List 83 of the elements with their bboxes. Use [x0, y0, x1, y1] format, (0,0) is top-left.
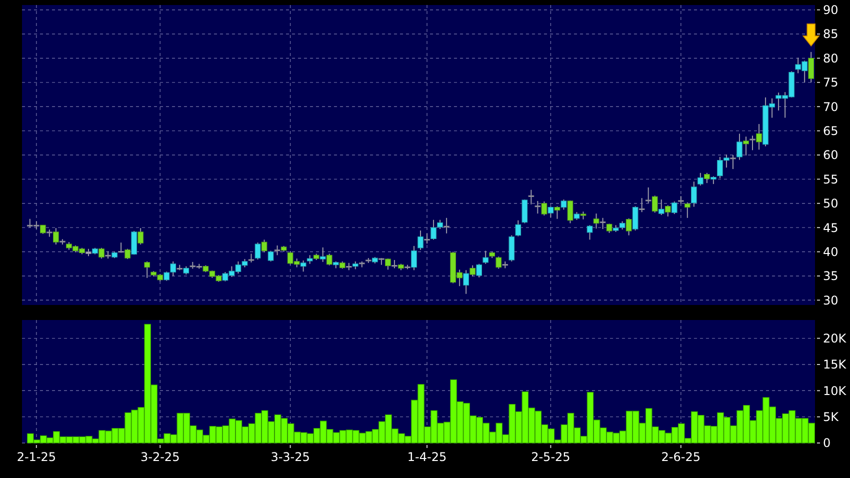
candlestick — [463, 270, 469, 294]
candlestick — [528, 189, 534, 205]
y-tick-label: 35 — [823, 269, 838, 284]
candlestick — [476, 263, 482, 278]
candlestick — [261, 239, 268, 253]
candlestick — [53, 228, 59, 246]
y-tick-label: 40 — [823, 244, 838, 259]
candlestick — [658, 199, 664, 216]
candlestick — [300, 260, 306, 272]
candlestick — [541, 200, 548, 216]
y-tick-label: 10K — [823, 384, 848, 398]
candlestick — [750, 135, 756, 151]
y-tick-label: 65 — [823, 124, 838, 138]
candlestick — [124, 248, 130, 260]
y-tick-label: 55 — [823, 172, 838, 186]
candlestick — [600, 217, 606, 230]
candlestick — [684, 202, 690, 218]
candlestick — [411, 245, 417, 271]
candlestick — [554, 206, 560, 220]
x-tick-label: 2-5-25 — [531, 450, 570, 464]
candlestick — [606, 223, 612, 234]
candlestick — [430, 219, 436, 240]
candlestick — [444, 217, 450, 234]
y-tick-label: 50 — [823, 196, 838, 211]
candlestick — [593, 213, 600, 230]
candlestick — [534, 200, 541, 214]
candlestick — [437, 219, 443, 230]
candlestick — [385, 258, 391, 270]
y-tick-label: 70 — [823, 100, 838, 114]
x-tick-label: 2-6-25 — [661, 450, 700, 464]
candlestick — [548, 206, 554, 218]
candlestick — [98, 247, 104, 260]
y-tick-label: 0 — [823, 436, 831, 450]
candlestick — [515, 220, 522, 237]
candlestick — [586, 224, 593, 240]
y-tick-label: 75 — [823, 76, 838, 90]
x-tick-label: 3-2-25 — [140, 450, 180, 464]
candlestick — [567, 200, 574, 224]
candlestick — [743, 136, 749, 156]
candlestick — [652, 195, 658, 214]
candlestick — [164, 271, 170, 282]
y-tick-label: 30 — [823, 293, 838, 308]
candlestick — [254, 242, 261, 260]
candlestick — [730, 154, 736, 170]
candlestick — [268, 250, 274, 262]
y-tick-label: 45 — [823, 220, 838, 235]
candlestick — [470, 264, 476, 277]
candlestick — [424, 232, 430, 244]
candlestick — [131, 230, 137, 256]
candlestick — [704, 172, 710, 184]
candlestick — [320, 246, 326, 262]
candlestick — [522, 199, 528, 224]
candlestick — [671, 200, 678, 215]
candlestick — [691, 181, 697, 208]
y-tick-label: 5K — [823, 410, 840, 424]
y-tick-label: 15K — [823, 358, 848, 372]
x-tick-label: 3-3-25 — [270, 450, 310, 464]
candlestick — [626, 218, 632, 236]
candlestick — [508, 234, 515, 262]
x-tick-label: 1-4-25 — [407, 450, 447, 464]
candlestick — [274, 244, 280, 256]
candlestick — [138, 228, 144, 246]
candlestick — [698, 172, 704, 186]
candlestick — [664, 204, 671, 217]
candlestick — [144, 260, 150, 278]
candlestick — [496, 256, 502, 270]
y-tick-label: 85 — [823, 27, 838, 42]
candlestick — [418, 230, 424, 250]
y-tick-label: 20K — [823, 332, 848, 346]
y-tick-label: 80 — [823, 51, 838, 66]
y-tick-label: 60 — [823, 148, 838, 162]
candlestick — [638, 198, 645, 213]
candlestick — [736, 133, 742, 160]
candlestick — [170, 260, 176, 276]
candlestick — [482, 250, 489, 264]
candlestick — [756, 124, 762, 150]
y-tick-label: 90 — [823, 3, 838, 18]
candlestick — [645, 186, 652, 204]
candlestick — [808, 51, 814, 83]
candlestick — [326, 253, 332, 266]
candlestick — [632, 206, 638, 231]
x-tick-label: 2-1-25 — [16, 450, 56, 464]
candlestick — [560, 199, 567, 210]
